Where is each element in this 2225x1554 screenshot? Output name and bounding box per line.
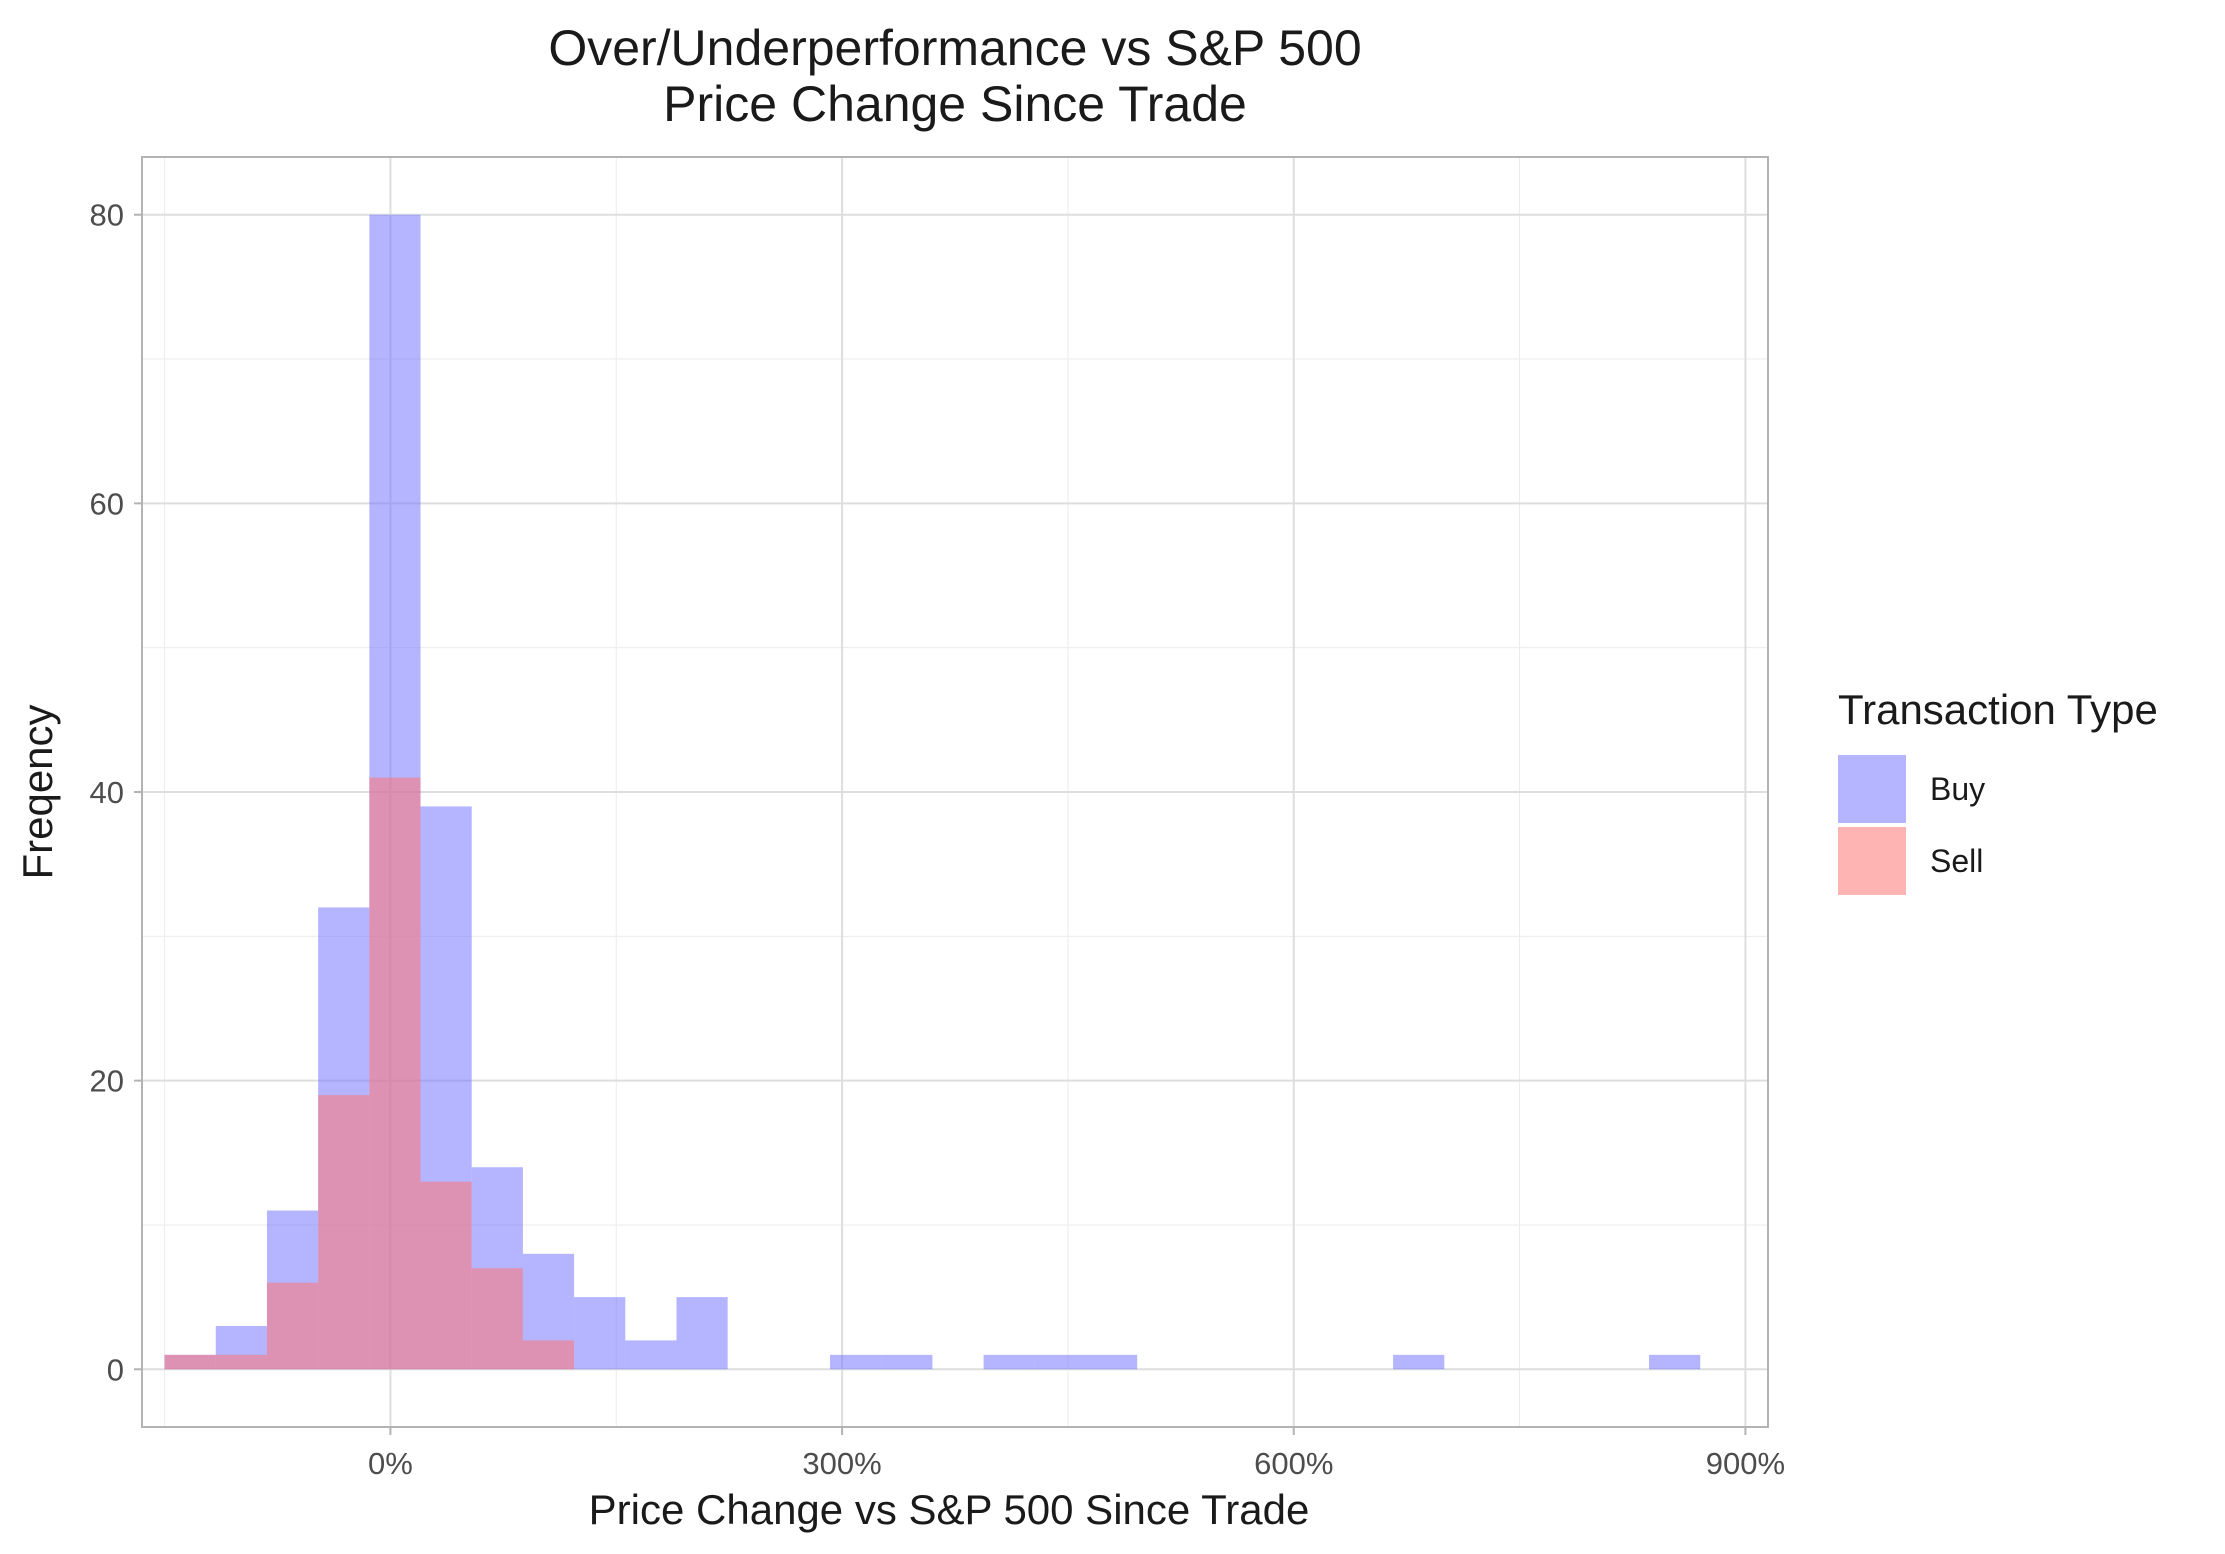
bar-buy (1393, 1354, 1445, 1370)
y-axis-label: Freqency (14, 704, 61, 879)
legend-item-sell: Sell (1838, 827, 1983, 895)
x-tick-label: 600% (1254, 1446, 1333, 1481)
legend-swatch-buy (1838, 755, 1906, 823)
x-axis-label: Price Change vs S&P 500 Since Trade (589, 1486, 1310, 1533)
x-tick-label: 0% (368, 1446, 413, 1481)
bar-sell (318, 1095, 370, 1370)
y-tick-label: 0 (107, 1352, 124, 1387)
legend-item-buy: Buy (1838, 755, 1985, 823)
bar-buy (1085, 1354, 1138, 1370)
legend-swatch-sell (1838, 827, 1906, 895)
y-tick-label: 20 (90, 1064, 124, 1099)
bar-buy (983, 1354, 1035, 1370)
bar-buy (1034, 1354, 1086, 1370)
chart-title: Over/Underperformance vs S&P 500 (548, 20, 1362, 76)
bar-sell (266, 1282, 319, 1370)
chart-subtitle: Price Change Since Trade (663, 76, 1247, 132)
bar-sell (471, 1268, 523, 1370)
bar-buy (625, 1340, 677, 1370)
y-axis-ticks: 0 20 40 60 80 (90, 198, 142, 1387)
bar-sell (215, 1354, 267, 1370)
histogram-bars (164, 214, 1701, 1370)
bar-buy (1649, 1354, 1701, 1370)
y-tick-label: 60 (90, 486, 124, 521)
bar-sell (369, 777, 421, 1370)
legend-label-sell: Sell (1930, 842, 1984, 879)
bar-buy (830, 1354, 882, 1370)
bar-sell (420, 1181, 472, 1370)
bar-sell (164, 1354, 216, 1370)
y-tick-label: 40 (90, 775, 124, 810)
x-axis-ticks: 0% 300% 600% 900% (368, 1427, 1785, 1481)
legend-title: Transaction Type (1838, 686, 2158, 733)
grid-lines (142, 157, 1768, 1427)
bar-sell (522, 1340, 575, 1370)
y-tick-label: 80 (90, 198, 124, 233)
x-tick-label: 900% (1706, 1446, 1785, 1481)
bar-buy (574, 1297, 626, 1370)
bar-buy (676, 1297, 728, 1370)
legend-label-buy: Buy (1930, 770, 1986, 807)
bar-buy (881, 1354, 933, 1370)
x-tick-label: 300% (802, 1446, 881, 1481)
